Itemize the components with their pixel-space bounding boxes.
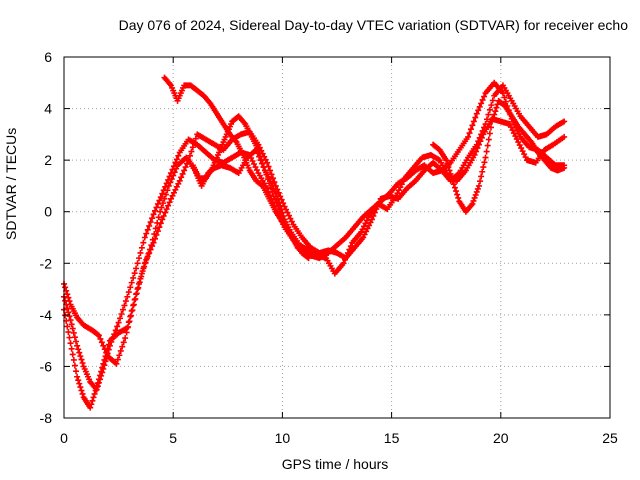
y-tick-label: -6 — [40, 358, 53, 374]
x-tick-label: 0 — [60, 430, 68, 446]
ticks: 0 5 10 15 20 25 -8 -6 -4 -2 0 2 4 6 — [40, 49, 618, 446]
x-tick-label: 25 — [602, 430, 618, 446]
y-tick-label: 2 — [44, 152, 52, 168]
y-tick-label: 6 — [44, 49, 52, 65]
x-tick-label: 15 — [384, 430, 400, 446]
data-point-markers — [61, 115, 568, 367]
data-point-markers — [430, 97, 568, 215]
series-trace-c — [61, 115, 568, 367]
data-point-markers — [189, 113, 308, 256]
series-trace-b — [61, 82, 568, 411]
y-tick-label: -4 — [40, 307, 53, 323]
grid — [64, 57, 610, 418]
y-tick-label: 4 — [44, 101, 52, 117]
y-tick-label: 0 — [44, 204, 52, 220]
y-tick-label: -2 — [40, 255, 53, 271]
series-trace-f — [430, 97, 568, 215]
data-point-markers — [61, 82, 568, 411]
plot-data — [61, 74, 568, 411]
y-tick-label: -8 — [40, 410, 53, 426]
x-tick-label: 10 — [275, 430, 291, 446]
x-axis-label: GPS time / hours — [281, 456, 389, 472]
x-tick-label: 5 — [169, 430, 177, 446]
series-trace-e — [189, 113, 308, 256]
x-tick-label: 20 — [493, 430, 509, 446]
chart-title: Day 076 of 2024, Sidereal Day-to-day VTE… — [118, 17, 628, 33]
plot-frame — [63, 56, 611, 419]
y-axis-label: SDTVAR / TECUs — [3, 127, 19, 240]
